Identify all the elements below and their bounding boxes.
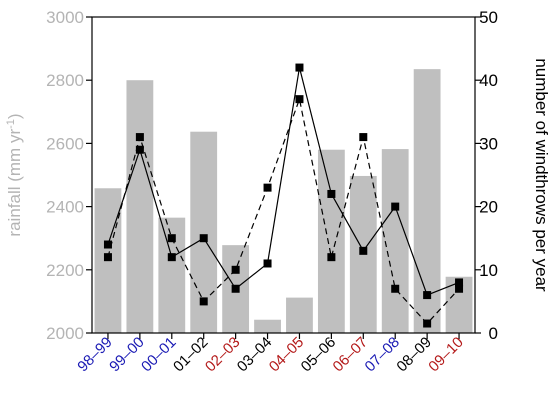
windthrow-point [199,297,208,306]
x-axis-tick-label: 03–04 [234,334,276,376]
windthrow-point [391,284,400,293]
windthrow-point [135,133,144,142]
windthrow-line-solid [107,67,460,296]
windthrow-point [167,234,176,243]
left-axis-tick-label: 2600 [46,134,84,153]
right-axis-tick-label: 40 [479,71,498,90]
windthrow-point [359,246,368,255]
right-axis-tick-label: 20 [479,198,498,217]
x-axis-tick-label: 09–10 [425,334,467,376]
windthrow-point [327,189,336,198]
windthrow-point [231,265,240,274]
windthrow-point [263,183,272,192]
right-axis-tick-label: 10 [479,261,498,280]
left-axis-title: rainfall (mm yr-1) [5,113,24,236]
rainfall-bar [317,149,345,333]
left-axis-tick-label: 2000 [46,324,84,343]
rainfall-bar [413,69,441,333]
right-axis-title: number of windthrows per year [532,58,550,292]
right-axis-tick-label: 50 [479,8,498,27]
left-axis-tick-label: 3000 [46,8,84,27]
x-axis-tick-label: 06–07 [330,334,372,376]
x-axis-tick-label: 07–08 [362,334,404,376]
x-axis-tick-label: 01–02 [170,334,212,376]
rainfall-bar [254,319,281,333]
windthrow-point [103,240,112,249]
lines-layer [103,63,464,328]
rainfall-bar [126,80,154,333]
windthrow-point [295,63,304,72]
windthrow-point [423,319,432,328]
x-axis-tick-label: 00–01 [138,334,180,376]
left-axis-tick-label: 2800 [46,71,84,90]
windthrow-point [231,284,240,293]
right-axis-tick-label: 30 [479,134,498,153]
windthrow-point [327,253,336,262]
x-axis-tick-label: 99–00 [106,334,148,376]
right-axis: 0 10 20 30 40 50 [475,8,498,343]
x-axis-tick-label: 05–06 [298,334,340,376]
rainfall-bar [381,149,409,333]
rainfall-bar [286,297,313,333]
windthrow-line-dashed [107,96,460,325]
bars-layer [94,69,473,333]
windthrow-point [199,234,208,243]
plot-frame [91,16,476,334]
windthrow-point [423,291,432,300]
windthrow-point [391,202,400,211]
windthrow-point [295,95,304,104]
x-axis-tick-label: 08–09 [393,334,435,376]
windthrow-point [263,259,272,268]
x-axis-tick-label: 02–03 [202,334,244,376]
windthrow-point [359,133,368,142]
left-axis-tick-label: 2200 [46,261,84,280]
x-axis: 98–9999–0000–0101–0202–0303–0404–0505–06… [74,333,467,375]
left-axis-tick-label: 2400 [46,198,84,217]
windthrow-point [167,253,176,262]
x-axis-tick-label: 04–05 [266,334,308,376]
left-axis: 2000 2200 2400 2600 2800 3000 [46,8,92,343]
windthrow-point [103,253,112,262]
windthrow-point [135,145,144,154]
windthrow-point [455,278,464,287]
right-axis-tick-label: 0 [489,324,498,343]
windthrow-point [455,284,464,293]
